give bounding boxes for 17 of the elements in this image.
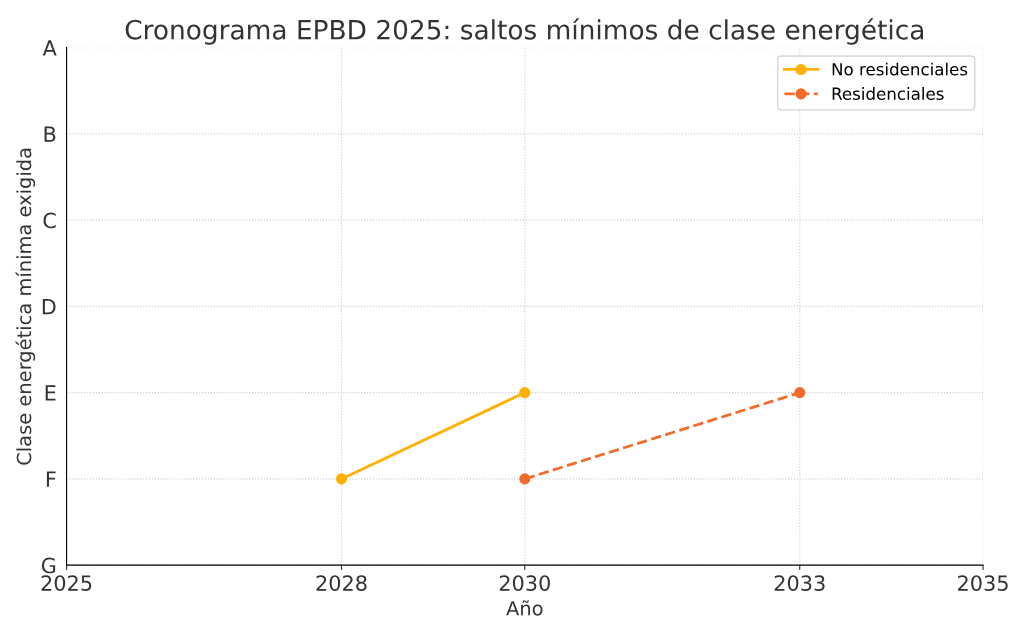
x-tick-label: 2030 xyxy=(499,575,550,591)
category-label: F xyxy=(46,471,56,487)
category-label: B xyxy=(44,126,56,142)
category-label: G xyxy=(41,557,56,574)
x-axis-title: Año xyxy=(506,600,543,616)
category-label: C xyxy=(43,212,56,229)
chart-title: Cronograma EPBD 2025: saltos mínimos de clase energética xyxy=(125,18,924,45)
x-tick-label: 2033 xyxy=(774,575,825,591)
legend-label: Residenciales xyxy=(832,87,944,100)
x-tick-label: 2035 xyxy=(958,575,1008,591)
x-tick-label: 2025 xyxy=(41,575,92,591)
y-axis-title: Clase energética mínima exigida xyxy=(15,148,36,465)
x-tick-label: 2028 xyxy=(316,575,367,591)
category-label: D xyxy=(42,299,56,315)
legend-label: No residenciales xyxy=(832,62,968,76)
category-label: E xyxy=(45,385,56,401)
category-label: A xyxy=(42,40,57,56)
